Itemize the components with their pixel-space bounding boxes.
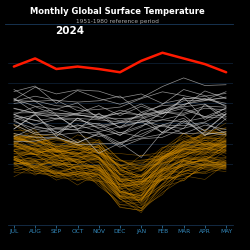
Text: 2024: 2024: [56, 26, 84, 36]
Text: Monthly Global Surface Temperature: Monthly Global Surface Temperature: [30, 8, 205, 16]
Text: 1951-1980 reference period: 1951-1980 reference period: [76, 19, 159, 24]
